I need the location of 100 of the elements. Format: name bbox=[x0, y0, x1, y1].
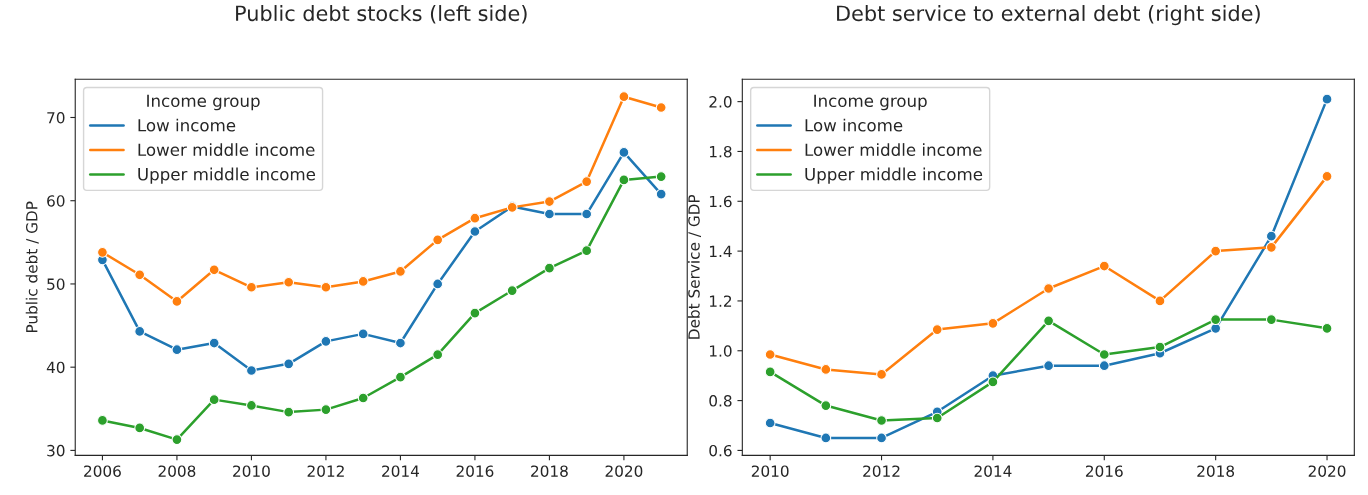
x-tick-label: 2018 bbox=[531, 465, 568, 477]
point bbox=[655, 171, 667, 182]
point bbox=[97, 415, 108, 426]
point bbox=[618, 174, 630, 186]
legend-label: Low income bbox=[805, 118, 903, 132]
x-tick-label: 2006 bbox=[84, 465, 121, 477]
x-tick-label: 2010 bbox=[751, 465, 789, 477]
point bbox=[320, 281, 332, 293]
legend-title: Income group bbox=[147, 94, 260, 111]
point bbox=[655, 102, 667, 113]
point bbox=[432, 234, 444, 246]
point bbox=[208, 337, 220, 349]
point bbox=[1098, 260, 1110, 272]
point bbox=[1210, 245, 1222, 257]
legend-label: Lower middle income bbox=[805, 143, 982, 157]
y-axis-title: Debt Service / GDP bbox=[687, 194, 701, 339]
point bbox=[395, 266, 406, 277]
point bbox=[876, 369, 887, 380]
point bbox=[1154, 341, 1166, 353]
point bbox=[655, 188, 667, 200]
point bbox=[283, 358, 295, 370]
point bbox=[544, 208, 555, 220]
point bbox=[764, 366, 776, 378]
point bbox=[320, 335, 332, 347]
point bbox=[876, 432, 887, 444]
point bbox=[469, 212, 481, 224]
point bbox=[581, 208, 593, 220]
x-tick-label: 2020 bbox=[605, 465, 643, 477]
point bbox=[171, 344, 183, 356]
point bbox=[134, 269, 146, 281]
point bbox=[320, 404, 332, 415]
legend-label: Low income bbox=[138, 118, 236, 132]
point bbox=[97, 246, 108, 258]
y-tick-label: 30 bbox=[47, 444, 65, 457]
y-tick-label: 60 bbox=[47, 195, 65, 207]
point bbox=[246, 365, 257, 376]
point bbox=[820, 364, 832, 375]
point bbox=[171, 434, 183, 445]
point bbox=[395, 371, 406, 383]
point bbox=[987, 376, 999, 388]
y-tick-label: 1.4 bbox=[709, 245, 732, 257]
x-tick-label: 2014 bbox=[974, 465, 1012, 477]
y-tick-label: 50 bbox=[47, 278, 65, 290]
y-tick-label: 40 bbox=[46, 361, 65, 374]
point bbox=[931, 412, 943, 424]
y-tick-label: 1.6 bbox=[709, 195, 732, 208]
point bbox=[357, 276, 369, 287]
point bbox=[246, 281, 257, 293]
point bbox=[876, 415, 887, 426]
point bbox=[764, 417, 776, 429]
point bbox=[469, 307, 481, 319]
point bbox=[1154, 295, 1166, 307]
y-tick-label: 2.0 bbox=[709, 96, 732, 108]
point bbox=[171, 296, 183, 307]
y-tick-label: 1.2 bbox=[709, 295, 732, 307]
point bbox=[432, 278, 444, 290]
point bbox=[1321, 93, 1333, 105]
y-axis-title: Public debt / GDP bbox=[25, 201, 39, 333]
point bbox=[469, 226, 481, 237]
point bbox=[1265, 230, 1277, 242]
point bbox=[1043, 315, 1054, 327]
point bbox=[581, 245, 593, 257]
point bbox=[618, 147, 630, 158]
legend-label: Lower middle income bbox=[138, 143, 315, 157]
point bbox=[1043, 360, 1054, 372]
point bbox=[618, 91, 630, 103]
x-tick-label: 2016 bbox=[456, 465, 494, 477]
point bbox=[1043, 283, 1054, 294]
y-tick-label: 1.0 bbox=[709, 345, 732, 357]
point bbox=[395, 337, 406, 349]
point bbox=[432, 349, 444, 361]
point bbox=[283, 276, 295, 288]
x-tick-label: 2012 bbox=[307, 465, 344, 477]
point bbox=[246, 400, 257, 411]
legend-label: Upper middle income bbox=[805, 167, 983, 184]
point bbox=[134, 422, 146, 434]
x-tick-label: 2016 bbox=[1085, 465, 1123, 477]
point bbox=[1321, 322, 1333, 334]
y-tick-label: 0.6 bbox=[709, 444, 732, 457]
x-tick-label: 2018 bbox=[1197, 465, 1235, 477]
point bbox=[544, 196, 555, 207]
x-tick-label: 2012 bbox=[863, 465, 900, 477]
y-tick-label: 70 bbox=[47, 111, 65, 124]
x-tick-label: 2014 bbox=[382, 465, 420, 477]
point bbox=[208, 264, 220, 276]
point bbox=[820, 400, 832, 411]
point bbox=[357, 392, 369, 404]
point bbox=[931, 324, 943, 335]
x-tick-label: 2008 bbox=[158, 465, 196, 477]
point bbox=[506, 285, 518, 296]
point bbox=[1098, 349, 1110, 360]
x-tick-label: 2020 bbox=[1308, 465, 1346, 477]
point bbox=[764, 349, 776, 360]
legend-title: Income group bbox=[814, 94, 927, 111]
chart-title: Debt service to external debt (right side) bbox=[837, 5, 1260, 26]
point bbox=[283, 406, 295, 418]
y-tick-label: 1.8 bbox=[709, 145, 732, 158]
point bbox=[1098, 360, 1110, 372]
x-tick-label: 2010 bbox=[233, 465, 270, 477]
chart-title: Public debt stocks (left side) bbox=[236, 5, 527, 24]
